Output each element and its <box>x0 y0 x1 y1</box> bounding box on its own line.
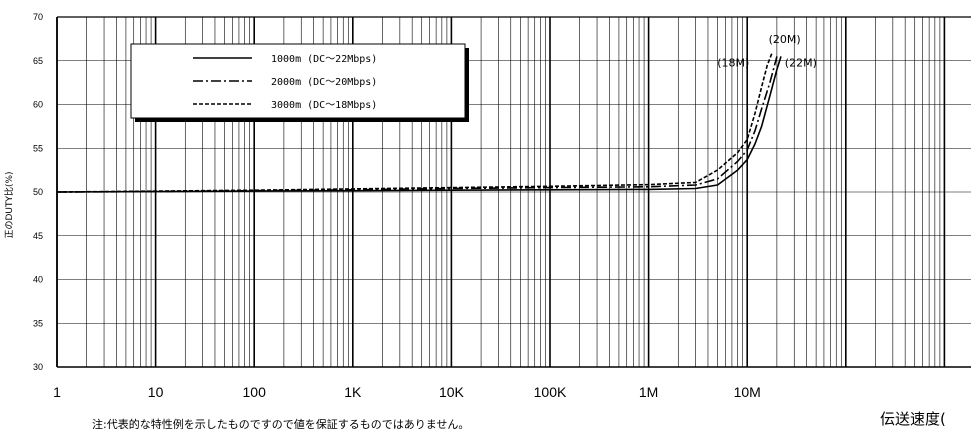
legend-box <box>130 43 466 119</box>
y-tick-label: 30 <box>33 362 43 372</box>
endpoint-annotation-2: (20M) <box>769 33 801 46</box>
endpoint-annotation-3: (22M) <box>785 57 817 70</box>
annotations: (18M) (20M) (22M) <box>717 33 817 70</box>
x-tick-label: 1M <box>639 384 658 400</box>
series-line-3 <box>56 51 774 193</box>
y-tick-label: 35 <box>33 318 43 328</box>
series-line-1 <box>56 56 782 193</box>
series-lines <box>56 51 782 193</box>
y-tick-label: 65 <box>33 56 43 66</box>
legend-label-1: 1000m (DC～22Mbps) <box>271 54 377 65</box>
x-axis-label: 伝送速度( <box>880 410 946 428</box>
x-tick-label: 1 <box>53 384 61 400</box>
legend-label-2: 2000m (DC～20Mbps) <box>271 77 377 88</box>
endpoint-annotation-1: (18M) <box>717 57 749 70</box>
x-tick-label: 100 <box>243 384 267 400</box>
x-tick-label: 100K <box>534 384 567 400</box>
legend-label-3: 3000m (DC～18Mbps) <box>271 100 377 111</box>
y-tick-label: 40 <box>33 275 43 285</box>
y-tick-label: 45 <box>33 231 43 241</box>
y-tick-label: 60 <box>33 100 43 110</box>
x-tick-label: 1K <box>344 384 362 400</box>
x-tick-label: 10M <box>734 384 761 400</box>
y-axis-label: 正のDUTY比(%) <box>3 171 15 238</box>
legend: 1000m (DC～22Mbps) 2000m (DC～20Mbps) 3000m … <box>130 43 469 122</box>
x-tick-label: 10K <box>439 384 465 400</box>
y-tick-label: 55 <box>33 143 43 153</box>
footnote: 注:代表的な特性例を示したものですので値を保証するものではありません。 <box>92 417 469 429</box>
y-tick-label: 70 <box>33 12 43 22</box>
x-tick-label: 10 <box>148 384 164 400</box>
y-tick-label: 50 <box>33 187 43 197</box>
